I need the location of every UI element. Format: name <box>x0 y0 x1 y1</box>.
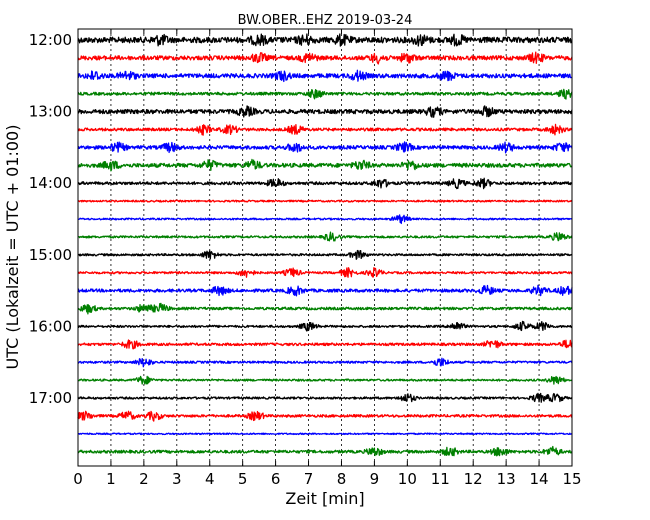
trace-line <box>77 357 573 368</box>
trace-line <box>77 199 573 203</box>
trace-line <box>77 284 573 297</box>
trace-line <box>77 141 573 154</box>
y-tick-label: 15:00 <box>29 246 72 264</box>
chart-title: BW.OBER..EHZ 2019-03-24 <box>238 13 413 28</box>
y-tick-label: 14:00 <box>29 174 72 192</box>
trace-line <box>77 88 573 100</box>
trace-line <box>77 214 573 225</box>
x-tick-label: 11 <box>431 470 450 488</box>
x-tick-label: 14 <box>530 470 549 488</box>
x-tick-labels: 0 1 2 3 4 5 6 7 8 9 10 11 12 13 14 15 <box>73 470 581 488</box>
x-tick-label: 8 <box>337 470 347 488</box>
traces <box>77 33 573 457</box>
y-axis-label: UTC (Lokalzeit = UTC + 01:00) <box>3 125 22 370</box>
axis-ticks <box>77 29 573 466</box>
trace-line <box>77 69 573 83</box>
x-tick-label: 7 <box>304 470 314 488</box>
trace-line <box>77 432 573 436</box>
trace-line <box>77 392 573 403</box>
trace-line <box>77 177 573 190</box>
x-tick-label: 9 <box>370 470 380 488</box>
trace-line <box>77 445 573 457</box>
y-tick-label: 13:00 <box>29 103 72 121</box>
trace-line <box>77 158 573 172</box>
trace-line <box>77 375 573 385</box>
trace-line <box>77 123 573 136</box>
trace-line <box>77 249 573 260</box>
trace-line <box>77 33 573 47</box>
x-axis-label: Zeit [min] <box>285 489 364 508</box>
x-tick-label: 5 <box>238 470 248 488</box>
trace-line <box>77 51 573 65</box>
x-tick-label: 3 <box>172 470 182 488</box>
trace-line <box>77 267 573 278</box>
trace-line <box>77 339 573 350</box>
y-tick-labels: 12:00 13:00 14:00 15:00 16:00 17:00 <box>29 31 72 407</box>
x-tick-label: 1 <box>106 470 116 488</box>
x-tick-label: 12 <box>464 470 483 488</box>
x-tick-label: 0 <box>73 470 83 488</box>
x-tick-label: 10 <box>398 470 417 488</box>
x-tick-label: 2 <box>139 470 149 488</box>
plot-frame <box>77 28 573 467</box>
trace-line <box>77 320 573 332</box>
x-tick-label: 13 <box>497 470 516 488</box>
y-tick-label: 16:00 <box>29 317 72 335</box>
trace-line <box>77 231 573 242</box>
x-tick-label: 4 <box>205 470 215 488</box>
x-tick-label: 6 <box>271 470 281 488</box>
x-tick-label: 15 <box>562 470 581 488</box>
trace-line <box>77 410 573 422</box>
y-tick-label: 12:00 <box>29 31 72 49</box>
trace-line <box>77 105 573 118</box>
y-tick-label: 17:00 <box>29 389 72 407</box>
trace-line <box>77 302 573 315</box>
